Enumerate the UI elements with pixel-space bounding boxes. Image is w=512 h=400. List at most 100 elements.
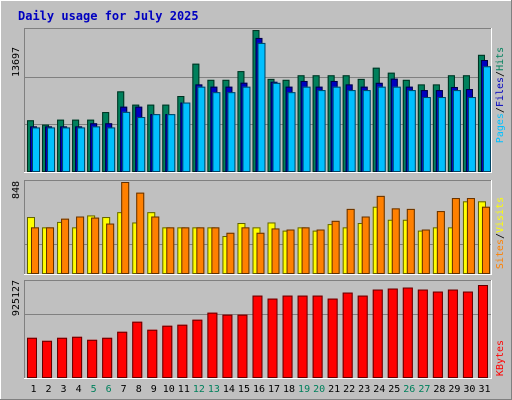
kbytes-ymax-label: 925127 [11, 280, 22, 316]
pages-bar-23 [362, 90, 371, 172]
kbytes-bar-25 [387, 288, 398, 378]
kbytes-bar-27 [417, 289, 428, 378]
day-label-31: 31 [478, 384, 490, 395]
pages-bar-12 [197, 86, 206, 172]
day-label-15: 15 [238, 384, 250, 395]
pages-bar-19 [302, 86, 311, 172]
hits-files-pages-legend: Pages/Files/Hits [495, 47, 506, 143]
day-label-8: 8 [136, 384, 142, 395]
legend-sites: Sites [495, 239, 506, 269]
visits-ymax-label: 848 [11, 181, 22, 199]
svg-text:Pages/Files/Hits: Pages/Files/Hits [495, 47, 506, 143]
sites-bar-15 [241, 227, 250, 275]
kbytes-bar-6 [102, 337, 113, 379]
day-label-22: 22 [343, 384, 355, 395]
kbytes-bar-2 [42, 340, 53, 379]
kbytes-bar-15 [237, 314, 248, 378]
day-label-23: 23 [358, 384, 370, 395]
kbytes-bar-24 [372, 289, 383, 378]
kbytes-bar-4 [72, 336, 83, 378]
sites-bar-31 [481, 206, 490, 275]
sites-bar-20 [316, 229, 325, 275]
pages-bar-22 [347, 90, 356, 172]
pages-bar-5 [92, 126, 101, 172]
sites-bar-30 [466, 198, 475, 275]
sites-bar-18 [286, 229, 295, 275]
pages-bar-21 [332, 86, 341, 172]
pages-bar-9 [152, 114, 161, 172]
day-label-1: 1 [30, 384, 36, 395]
day-label-27: 27 [418, 384, 430, 395]
sites-bar-5 [91, 217, 100, 274]
day-label-13: 13 [208, 384, 220, 395]
day-label-9: 9 [151, 384, 157, 395]
kbytes-bar-21 [327, 298, 338, 378]
kbytes-bar-13 [207, 312, 218, 378]
sites-bar-12 [196, 227, 205, 275]
day-label-28: 28 [433, 384, 445, 395]
pages-bar-29 [452, 90, 461, 172]
svg-text:KBytes: KBytes [495, 340, 506, 376]
legend-kbytes: KBytes [495, 340, 506, 376]
day-label-10: 10 [163, 384, 175, 395]
pages-bar-27 [422, 97, 431, 172]
kbytes-bar-8 [132, 321, 143, 378]
pages-bar-10 [167, 114, 176, 172]
kbytes-bar-23 [357, 295, 368, 379]
pages-bar-7 [122, 111, 131, 172]
day-label-18: 18 [283, 384, 295, 395]
kbytes-bar-22 [342, 292, 353, 379]
kbytes-bar-12 [192, 319, 203, 378]
kbytes-bar-19 [297, 295, 308, 379]
pages-bar-2 [47, 127, 56, 173]
sites-bar-11 [181, 227, 190, 275]
kbytes-bar-29 [447, 289, 458, 378]
day-label-16: 16 [253, 384, 265, 395]
day-label-6: 6 [106, 384, 112, 395]
kbytes-bar-9 [147, 329, 158, 378]
pages-bar-16 [257, 42, 266, 172]
legend-files: Files [495, 77, 506, 107]
legend-visits: Visits [495, 197, 506, 233]
kbytes-bar-16 [252, 295, 263, 379]
pages-bar-13 [212, 92, 221, 172]
sites-bar-1 [31, 227, 39, 275]
day-label-26: 26 [403, 384, 415, 395]
day-label-2: 2 [46, 384, 52, 395]
pages-bar-6 [107, 127, 116, 173]
kbytes-bar-3 [57, 337, 68, 379]
pages-bar-28 [437, 97, 446, 172]
kbytes-bar-17 [267, 298, 278, 378]
kbytes-bar-30 [462, 291, 473, 378]
svg-text:Sites/Visits: Sites/Visits [495, 197, 506, 269]
sites-bar-21 [331, 220, 340, 275]
kbytes-bar-26 [402, 287, 413, 379]
kbytes-bar-7 [117, 331, 128, 378]
sites-bar-10 [166, 227, 175, 275]
hits-files-pages-panel [24, 28, 492, 173]
sites-bar-9 [151, 216, 160, 274]
sites-visits-legend: Sites/Visits [495, 197, 506, 269]
sites-bar-16 [256, 232, 265, 275]
sites-bar-28 [436, 211, 445, 274]
kbytes-bar-28 [432, 291, 443, 378]
sites-bar-8 [136, 192, 145, 275]
day-label-25: 25 [388, 384, 400, 395]
sites-bar-17 [271, 228, 280, 274]
day-label-4: 4 [76, 384, 82, 395]
sites-bar-4 [76, 216, 85, 274]
sites-bar-26 [406, 208, 415, 274]
hits-ymax-label: 13697 [11, 47, 22, 77]
pages-bar-14 [227, 92, 236, 172]
day-label-19: 19 [298, 384, 310, 395]
day-label-14: 14 [223, 384, 235, 395]
sites-bar-23 [361, 216, 370, 274]
day-label-3: 3 [61, 384, 67, 395]
kbytes-bar-31 [477, 285, 488, 378]
day-label-30: 30 [463, 384, 475, 395]
day-label-5: 5 [91, 384, 97, 395]
kbytes-bar-14 [222, 314, 233, 378]
day-label-7: 7 [121, 384, 127, 395]
kbytes-bar-11 [177, 324, 188, 378]
